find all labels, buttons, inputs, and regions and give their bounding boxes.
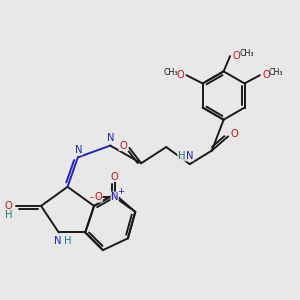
Text: CH₃: CH₃ [269,68,283,77]
Text: O: O [94,192,102,202]
Text: CH₃: CH₃ [239,49,254,58]
Text: H: H [64,236,71,246]
Text: N: N [186,151,194,161]
Text: N: N [54,236,62,246]
Text: O: O [176,70,184,80]
Text: O: O [262,70,270,80]
Text: N: N [111,192,118,202]
Text: -: - [90,192,94,202]
Text: O: O [231,129,239,139]
Text: H: H [178,151,185,161]
Text: +: + [118,187,125,196]
Text: O: O [119,141,127,151]
Text: N: N [107,133,115,143]
Text: CH₃: CH₃ [163,68,178,77]
Text: O: O [233,51,240,61]
Text: O: O [5,201,13,211]
Text: N: N [75,145,82,155]
Text: H: H [5,210,12,220]
Text: O: O [111,172,119,182]
